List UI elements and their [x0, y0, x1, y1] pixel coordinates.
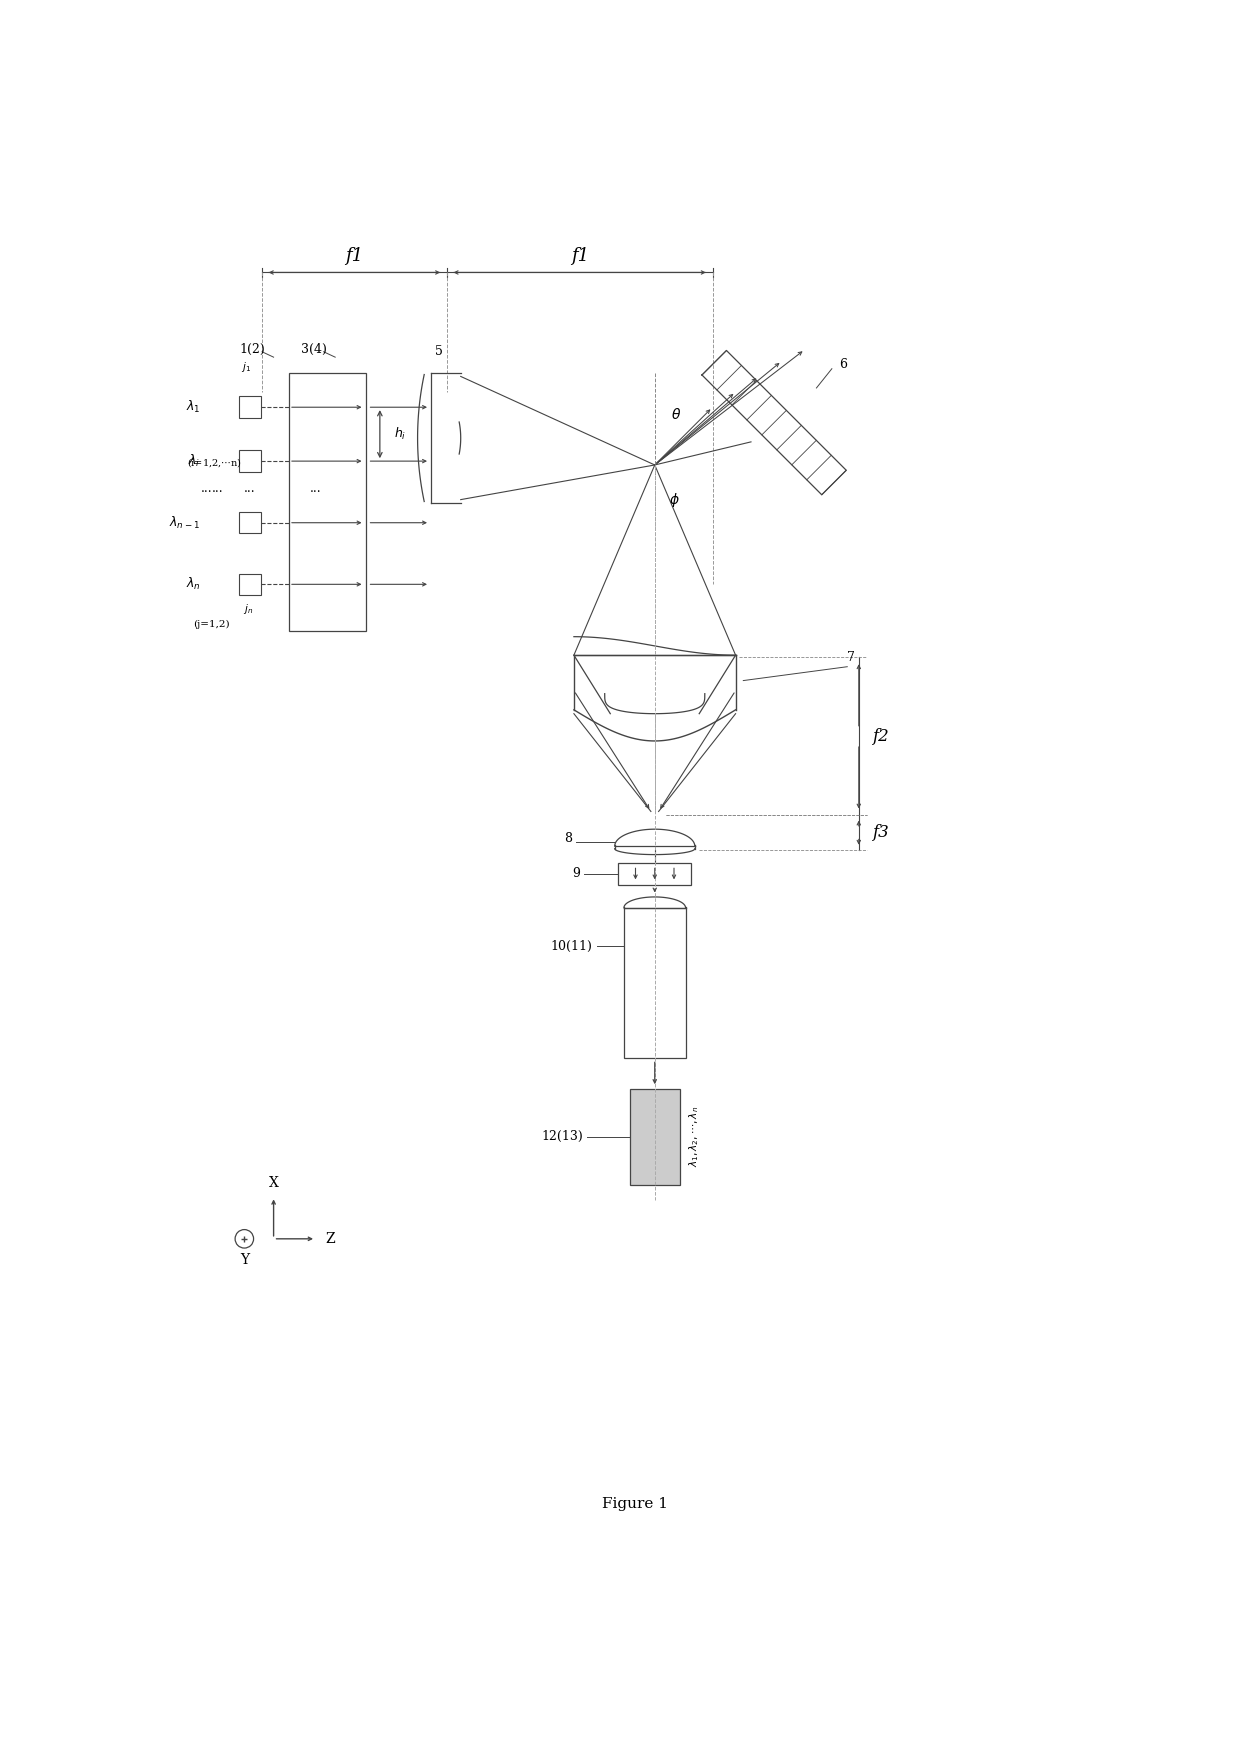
Circle shape — [236, 1229, 253, 1248]
Text: $\lambda_{n-1}$: $\lambda_{n-1}$ — [170, 514, 201, 530]
Text: $\lambda_1$: $\lambda_1$ — [186, 400, 201, 415]
Text: 7: 7 — [847, 652, 856, 664]
Text: $j_1$: $j_1$ — [242, 360, 252, 374]
Text: $\lambda_i$: $\lambda_i$ — [188, 454, 201, 469]
Text: Y: Y — [239, 1253, 249, 1267]
Text: f1: f1 — [570, 247, 589, 264]
Bar — [619, 864, 692, 885]
Text: f3: f3 — [872, 824, 889, 841]
Text: 6: 6 — [839, 358, 848, 372]
Text: $h_i$: $h_i$ — [394, 426, 405, 441]
Text: (j=1,2): (j=1,2) — [192, 620, 229, 629]
Text: 12(13): 12(13) — [541, 1130, 583, 1144]
Text: (i=1,2,$\cdots$n): (i=1,2,$\cdots$n) — [187, 455, 242, 469]
Bar — [630, 1088, 680, 1185]
Text: $\lambda_1,\lambda_2,\cdots,\lambda_n$: $\lambda_1,\lambda_2,\cdots,\lambda_n$ — [687, 1105, 701, 1168]
Text: $\lambda_n$: $\lambda_n$ — [186, 577, 201, 593]
Text: ...: ... — [310, 481, 321, 495]
Text: f2: f2 — [872, 728, 889, 746]
Text: 8: 8 — [564, 833, 573, 845]
Bar — [239, 513, 260, 534]
Text: 5: 5 — [435, 344, 443, 358]
Text: 9: 9 — [572, 867, 580, 881]
Text: f1: f1 — [346, 247, 363, 264]
Text: ...: ... — [244, 481, 255, 495]
Bar — [239, 574, 260, 594]
Text: $j_n$: $j_n$ — [243, 601, 253, 615]
Bar — [624, 907, 686, 1058]
Text: Figure 1: Figure 1 — [603, 1498, 668, 1512]
Text: 10(11): 10(11) — [551, 940, 593, 952]
Text: Z: Z — [325, 1232, 335, 1246]
Text: 3(4): 3(4) — [300, 342, 326, 356]
Bar — [239, 396, 260, 419]
Text: X: X — [269, 1175, 279, 1189]
Text: $\theta$: $\theta$ — [671, 407, 682, 422]
Bar — [239, 450, 260, 473]
Text: $\phi$: $\phi$ — [668, 490, 680, 509]
Bar — [289, 372, 366, 631]
Text: 1(2): 1(2) — [239, 342, 264, 356]
Text: ...: ... — [201, 481, 212, 495]
Text: ...: ... — [212, 481, 224, 495]
